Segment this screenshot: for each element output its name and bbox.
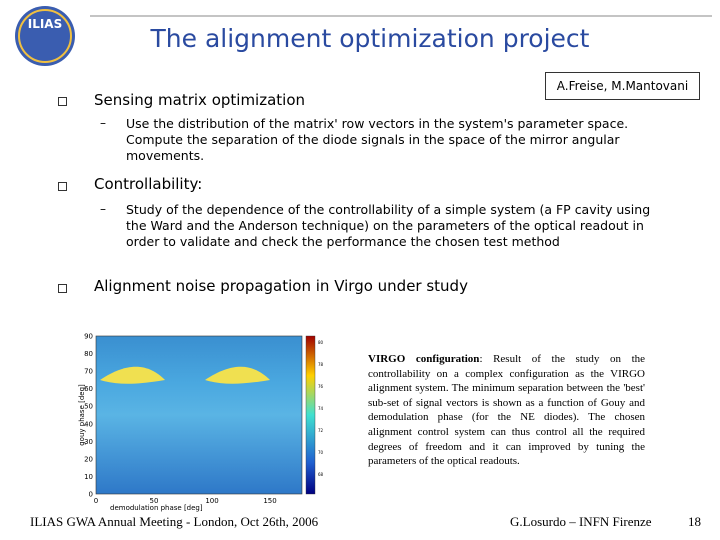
y-tick-label: 80: [84, 350, 93, 358]
colorbar-tick-label: 72: [318, 428, 324, 433]
y-tick-label: 50: [84, 403, 93, 411]
heatmap-feature: [100, 366, 165, 384]
bullet: [58, 182, 67, 191]
x-tick-label: 0: [94, 497, 98, 505]
y-tick-label: 40: [84, 420, 93, 428]
logo: [15, 6, 75, 66]
y-axis-label: gouy phase [deg]: [78, 384, 86, 446]
x-tick-label: 50: [150, 497, 159, 505]
item: Alignment noise propagation in Virgo und…: [94, 277, 468, 295]
logo-ring: [18, 9, 72, 63]
authors: A.Freise, M.Mantovani: [545, 72, 700, 100]
y-tick-label: 60: [84, 385, 93, 393]
colorbar-tick-label: 74: [318, 406, 324, 411]
footer-left: ILIAS GWA Annual Meeting - London, Oct 2…: [30, 514, 319, 529]
y-tick-label: 30: [84, 438, 93, 446]
colorbar-tick-label: 70: [318, 450, 324, 455]
y-tick-label: 0: [89, 491, 93, 499]
heatmap-feature: [205, 366, 270, 384]
footer-right: G.Losurdo – INFN Firenze: [510, 514, 652, 529]
caption-label: VIRGO configuration: [368, 353, 480, 365]
y-tick-label: 70: [84, 368, 93, 376]
bullet: [58, 284, 67, 293]
colorbar-tick-label: 76: [318, 384, 324, 389]
dash: –: [100, 116, 106, 130]
colorbar-tick-label: 80: [318, 340, 324, 345]
bullet: [58, 97, 67, 106]
page-number: 18: [688, 514, 701, 529]
y-tick-label: 10: [84, 473, 93, 481]
title: The alignment optimization project: [150, 24, 590, 53]
heatmap: [95, 335, 303, 495]
sub-item: Use the distribution of the matrix' row …: [126, 116, 629, 163]
caption: VIRGO configuration: Result of the study…: [368, 352, 645, 469]
sub-item: Study of the dependence of the controlla…: [126, 202, 651, 249]
item: Sensing matrix optimization: [94, 91, 306, 109]
caption-text: : Result of the study on the controllabi…: [368, 353, 646, 468]
y-tick-label: 20: [84, 455, 93, 463]
y-tick-label: 90: [84, 333, 93, 341]
item: Controllability:: [94, 175, 203, 193]
logo-text: ILIAS: [28, 17, 63, 31]
x-axis-label: demodulation phase [deg]: [110, 504, 203, 512]
colorbar-tick-label: 78: [318, 362, 324, 367]
colorbar-tick-label: 68: [318, 472, 324, 477]
x-tick-label: 100: [205, 497, 218, 505]
colorbar: [305, 335, 316, 495]
x-tick-label: 150: [263, 497, 276, 505]
dash: –: [100, 202, 106, 216]
